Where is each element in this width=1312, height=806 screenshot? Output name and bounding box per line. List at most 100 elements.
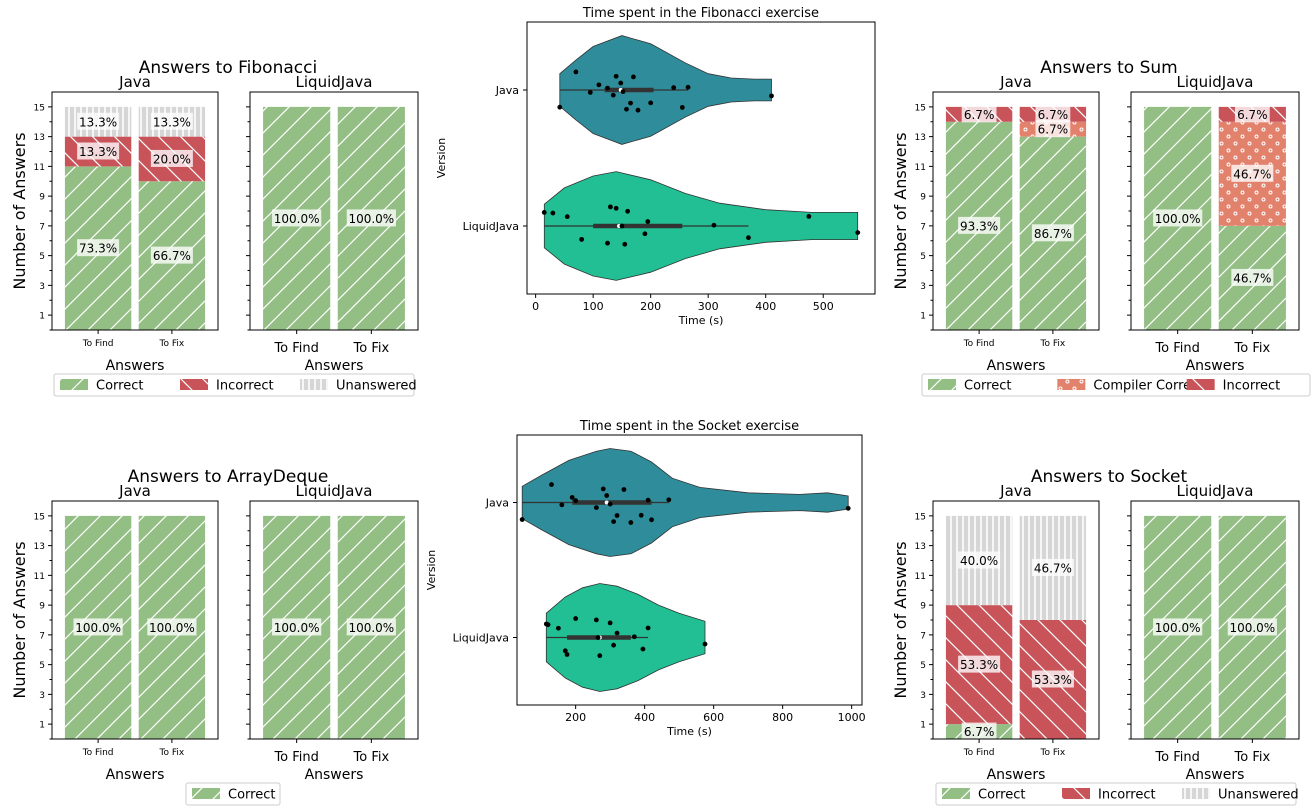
data-point (640, 646, 646, 652)
x-axis-label: Answers (305, 767, 364, 783)
x-tick-label: 400 (755, 300, 776, 313)
x-axis-label: Answers (106, 358, 165, 374)
x-tick-label: To Fix (1040, 748, 1066, 758)
data-point (645, 497, 651, 503)
data-point (702, 641, 708, 647)
data-label-bg (272, 618, 322, 636)
data-point (769, 93, 774, 99)
legend-swatch (942, 788, 970, 799)
data-label: 100.0% (348, 212, 394, 226)
legend-swatch (300, 379, 328, 390)
data-point (562, 648, 568, 654)
legend-label: Correct (228, 788, 275, 803)
data-point (519, 517, 525, 522)
data-label: 46.7% (1233, 167, 1271, 181)
legend-label: Incorrect (1098, 788, 1156, 803)
data-label-bg (77, 112, 120, 130)
data-label: 13.3% (153, 115, 191, 129)
panel-subtitle: LiquidJava (296, 482, 373, 500)
legend-swatch (1182, 788, 1210, 799)
data-label-bg (961, 105, 997, 123)
data-point (621, 487, 627, 492)
data-label: 6.7% (1038, 123, 1069, 137)
x-tick-label: To Fix (1040, 339, 1066, 349)
y-tick-label: 15 (34, 512, 45, 522)
data-point (624, 106, 629, 112)
data-label-bg (1231, 164, 1274, 182)
legend-label: Correct (978, 788, 1025, 803)
y-axis-label: Number of Answers (10, 132, 29, 289)
data-point (604, 493, 610, 498)
x-axis-label: Time (s) (678, 314, 724, 327)
y-tick-label: 9 (920, 602, 926, 612)
x-tick-label: 500 (813, 300, 834, 313)
data-label: 100.0% (274, 212, 320, 226)
data-label-bg (1035, 105, 1071, 123)
data-label-bg (958, 551, 1001, 569)
panel-subtitle: LiquidJava (1177, 482, 1254, 500)
data-label: 13.3% (79, 115, 117, 129)
data-label: 100.0% (274, 621, 320, 635)
data-point (608, 204, 613, 210)
data-point (556, 625, 561, 631)
data-label: 100.0% (75, 621, 121, 635)
x-tick-label: To Find (273, 341, 318, 356)
data-point (605, 240, 610, 246)
panel-subtitle: Java (999, 482, 1032, 500)
y-tick-label: 1 (920, 312, 926, 322)
data-point (593, 617, 599, 623)
data-label: 53.3% (1034, 673, 1072, 687)
data-point (622, 241, 628, 247)
data-point (625, 208, 631, 214)
x-tick-label: 1000 (838, 711, 866, 724)
data-point (806, 213, 812, 219)
data-point (587, 89, 593, 95)
data-label: 6.7% (964, 108, 995, 122)
data-label-bg (1153, 209, 1203, 227)
x-tick-label: To Find (1154, 341, 1199, 356)
x-tick-label: 600 (703, 711, 724, 724)
x-tick-label: To Find (963, 748, 995, 758)
data-point (645, 219, 651, 224)
legend-swatch (1186, 379, 1215, 390)
data-point (607, 620, 613, 626)
y-tick-label: 7 (920, 631, 926, 641)
y-tick-label: 3 (39, 691, 45, 701)
chart-title: Time spent in the Fibonacci exercise (582, 6, 819, 21)
legend-label: Incorrect (216, 379, 274, 394)
y-tick-label: 13 (915, 133, 926, 143)
data-label-bg (150, 246, 193, 264)
data-label: 46.7% (1034, 561, 1072, 575)
data-label-bg (1031, 670, 1074, 688)
x-tick-label: To Fix (1234, 750, 1271, 765)
chart-title: Time spent in the Socket exercise (579, 419, 799, 434)
data-point (620, 89, 626, 95)
x-tick-label: 0 (532, 300, 539, 313)
data-point (595, 635, 601, 640)
data-point (559, 502, 565, 508)
x-tick-label: To Fix (353, 750, 390, 765)
y-tick-label: 5 (920, 661, 926, 671)
y-tick-label: 11 (34, 572, 45, 582)
x-axis-label: Answers (1186, 358, 1245, 374)
data-point (648, 100, 654, 106)
data-label: 100.0% (149, 621, 195, 635)
x-axis-label: Answers (1186, 767, 1245, 783)
data-point (610, 92, 616, 98)
violin-liquidjava: LiquidJava (453, 583, 708, 692)
x-tick-label: To Find (82, 339, 114, 349)
data-label-bg (346, 618, 396, 636)
x-tick-label: 200 (640, 300, 661, 313)
data-label-bg (1231, 268, 1274, 286)
x-tick-label: To Fix (1234, 341, 1271, 356)
panel-subtitle: LiquidJava (1177, 73, 1254, 91)
data-label: 100.0% (1155, 621, 1201, 635)
y-tick-label: Java (485, 497, 509, 510)
axes-frame (526, 21, 876, 295)
x-tick-label: 100 (583, 300, 604, 313)
data-point (579, 236, 585, 242)
legend-swatch (192, 788, 220, 799)
panel-liquidjava: LiquidJava 100.0% To Find 100.0% To Fix Answe… (246, 482, 419, 783)
x-tick-label: To Fix (159, 339, 185, 349)
